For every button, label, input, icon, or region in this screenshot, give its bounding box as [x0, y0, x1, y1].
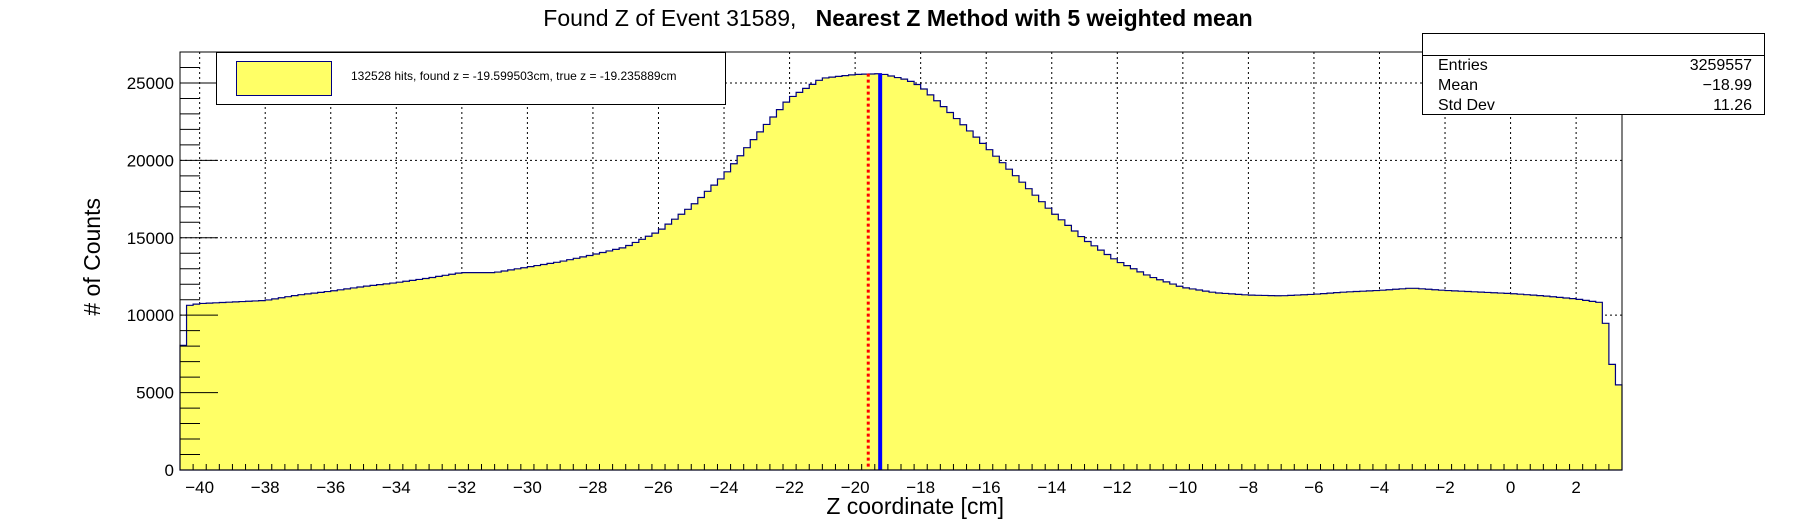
x-tick-label: −12	[1103, 478, 1132, 497]
legend: 132528 hits, found z = -19.599503cm, tru…	[216, 52, 726, 105]
x-axis: −40 −38 −36 −34 −32 −30 −28 −26 −24 −22 −20 −18 −16−…	[179, 464, 1623, 497]
y-tick-label: 20000	[127, 151, 174, 170]
x-tick-label: −10	[1168, 478, 1197, 497]
x-tick-label: −16	[972, 478, 1001, 497]
x-tick-label: −4	[1370, 478, 1389, 497]
x-tick-label: −34	[382, 478, 411, 497]
stats-row: Std Dev 11.26	[1423, 96, 1764, 116]
x-tick-label: −22	[775, 478, 804, 497]
y-tick-label: 5000	[136, 384, 174, 403]
y-tick-label: 15000	[127, 229, 174, 248]
stats-value: 3259557	[1689, 57, 1752, 74]
stats-box: Entries 3259557 Mean −18.99 Std Dev 11.26	[1422, 33, 1765, 115]
x-tick-label: −24	[710, 478, 739, 497]
title-normal: Found Z of Event 31589,	[543, 5, 797, 31]
x-tick-label: −30	[513, 478, 542, 497]
x-tick-label: −6	[1304, 478, 1323, 497]
y-tick-label: 25000	[127, 74, 174, 93]
x-tick-label: −28	[579, 478, 608, 497]
histogram-fill	[180, 73, 1622, 471]
x-tick-label: −8	[1239, 478, 1258, 497]
x-tick-label: −32	[447, 478, 476, 497]
x-tick-label: −26	[644, 478, 673, 497]
stats-row: Entries 3259557	[1423, 56, 1764, 76]
x-tick-label: −20	[841, 478, 870, 497]
stats-row: Mean −18.99	[1423, 76, 1764, 96]
stats-label: Std Dev	[1438, 97, 1495, 114]
x-tick-label: −14	[1037, 478, 1066, 497]
x-tick-label: −38	[251, 478, 280, 497]
y-tick-label: 10000	[127, 306, 174, 325]
y-tick-label: 0	[165, 461, 174, 480]
stats-value: 11.26	[1713, 97, 1752, 114]
stats-value: −18.99	[1702, 77, 1752, 94]
title-bold: Nearest Z Method with 5 weighted mean	[815, 5, 1253, 31]
x-tick-label: 2	[1571, 478, 1580, 497]
x-tick-label: −36	[316, 478, 345, 497]
legend-swatch	[236, 61, 332, 96]
y-axis: 0 5000 10000 15000 20000 25000	[127, 51, 218, 480]
histogram-outline	[179, 73, 1623, 471]
stats-label: Mean	[1438, 77, 1479, 94]
y-axis-label: # of Counts	[79, 198, 105, 316]
x-tick-label: −40	[185, 478, 214, 497]
x-tick-label: 0	[1506, 478, 1515, 497]
x-axis-label: Z coordinate [cm]	[826, 493, 1004, 519]
stats-label: Entries	[1438, 57, 1488, 74]
x-tick-label: −2	[1435, 478, 1454, 497]
legend-entry: 132528 hits, found z = -19.599503cm, tru…	[351, 69, 677, 83]
marker-lines	[866, 73, 883, 470]
stats-header	[1423, 34, 1764, 56]
chart-title: Found Z of Event 31589, Nearest Z Method…	[0, 5, 1796, 32]
x-tick-label: −18	[906, 478, 935, 497]
